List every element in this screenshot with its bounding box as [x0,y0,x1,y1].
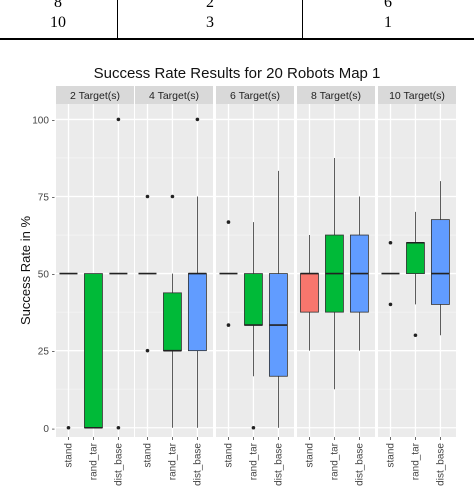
table-cell: 10 [50,14,66,31]
facet-strip [297,86,375,104]
box-iqr [84,273,103,429]
x-tick-label: stand [304,443,315,467]
x-tick-label: stand [63,443,74,467]
y-tick-label: 75 - [38,193,55,204]
y-tick-label: 100 - [32,115,55,126]
y-tick-label: 25 - [38,347,55,358]
x-tick-label: rand_tar [167,442,178,480]
x-tick-label: stand [223,443,234,467]
outlier-point [413,333,418,338]
boxplot-chart: Success Rate Results for 20 Robots Map 1… [18,65,456,486]
table-row: 10 3 1 [0,13,474,33]
x-tick-label: dist_base [435,443,446,486]
outlier-point [145,194,150,199]
box-iqr [187,273,207,352]
facet-label: 6 Target(s) [230,90,280,102]
y-tick-label: 0 - [43,424,55,435]
table-row: 8 2 6 [0,0,474,13]
facet-strip [378,86,456,104]
outlier-point [116,117,121,122]
x-tick-label: dist_base [113,443,124,486]
x-tick-label: stand [385,443,396,467]
facet-label: 4 Target(s) [149,90,199,102]
y-tick-label: 50 - [38,270,55,281]
y-axis-label: Success Rate in % [18,216,33,326]
outlier-point [145,348,150,353]
box-iqr [163,292,182,352]
facet-label: 10 Target(s) [389,90,445,102]
facet-panel [216,104,294,437]
box-iqr [406,242,425,274]
outlier-point [388,240,393,245]
chart-title: Success Rate Results for 20 Robots Map 1 [94,65,381,82]
outlier-point [170,194,175,199]
results-table-fragment: 8 2 6 10 3 1 [0,0,474,40]
box-iqr [300,273,319,313]
x-tick-label: stand [142,443,153,467]
table-cell: 1 [384,14,392,31]
facet-label: 2 Target(s) [70,90,120,102]
table-cell: 8 [54,0,62,11]
outlier-point [66,425,71,430]
x-tick-label: rand_tar [248,442,259,480]
facet-label: 8 Target(s) [311,90,361,102]
table-divider [117,0,118,38]
x-tick-label: rand_tar [410,442,421,480]
box-iqr [244,273,263,326]
x-tick-label: dist_base [354,443,365,486]
x-tick-label: dist_base [273,443,284,486]
table-cell: 6 [384,0,392,11]
table-divider [302,0,303,38]
facet-strip [56,86,134,104]
facet-panel [135,104,213,437]
outlier-point [388,302,393,307]
outlier-point [226,323,231,327]
x-tick-label: rand_tar [88,442,99,480]
outlier-point [116,425,121,430]
boxplot-figure: Success Rate Results for 20 Robots Map 1… [0,56,474,489]
table-cell: 3 [206,14,214,31]
facet-strip [135,86,213,104]
facet-strip [216,86,294,104]
table-bottom-rule [0,38,474,40]
x-tick-label: dist_base [192,443,203,486]
outlier-point [226,220,231,224]
outlier-point [251,425,256,430]
table-cell: 2 [206,0,214,11]
x-tick-label: rand_tar [329,442,340,480]
box-iqr [430,219,450,305]
outlier-point [195,117,200,122]
